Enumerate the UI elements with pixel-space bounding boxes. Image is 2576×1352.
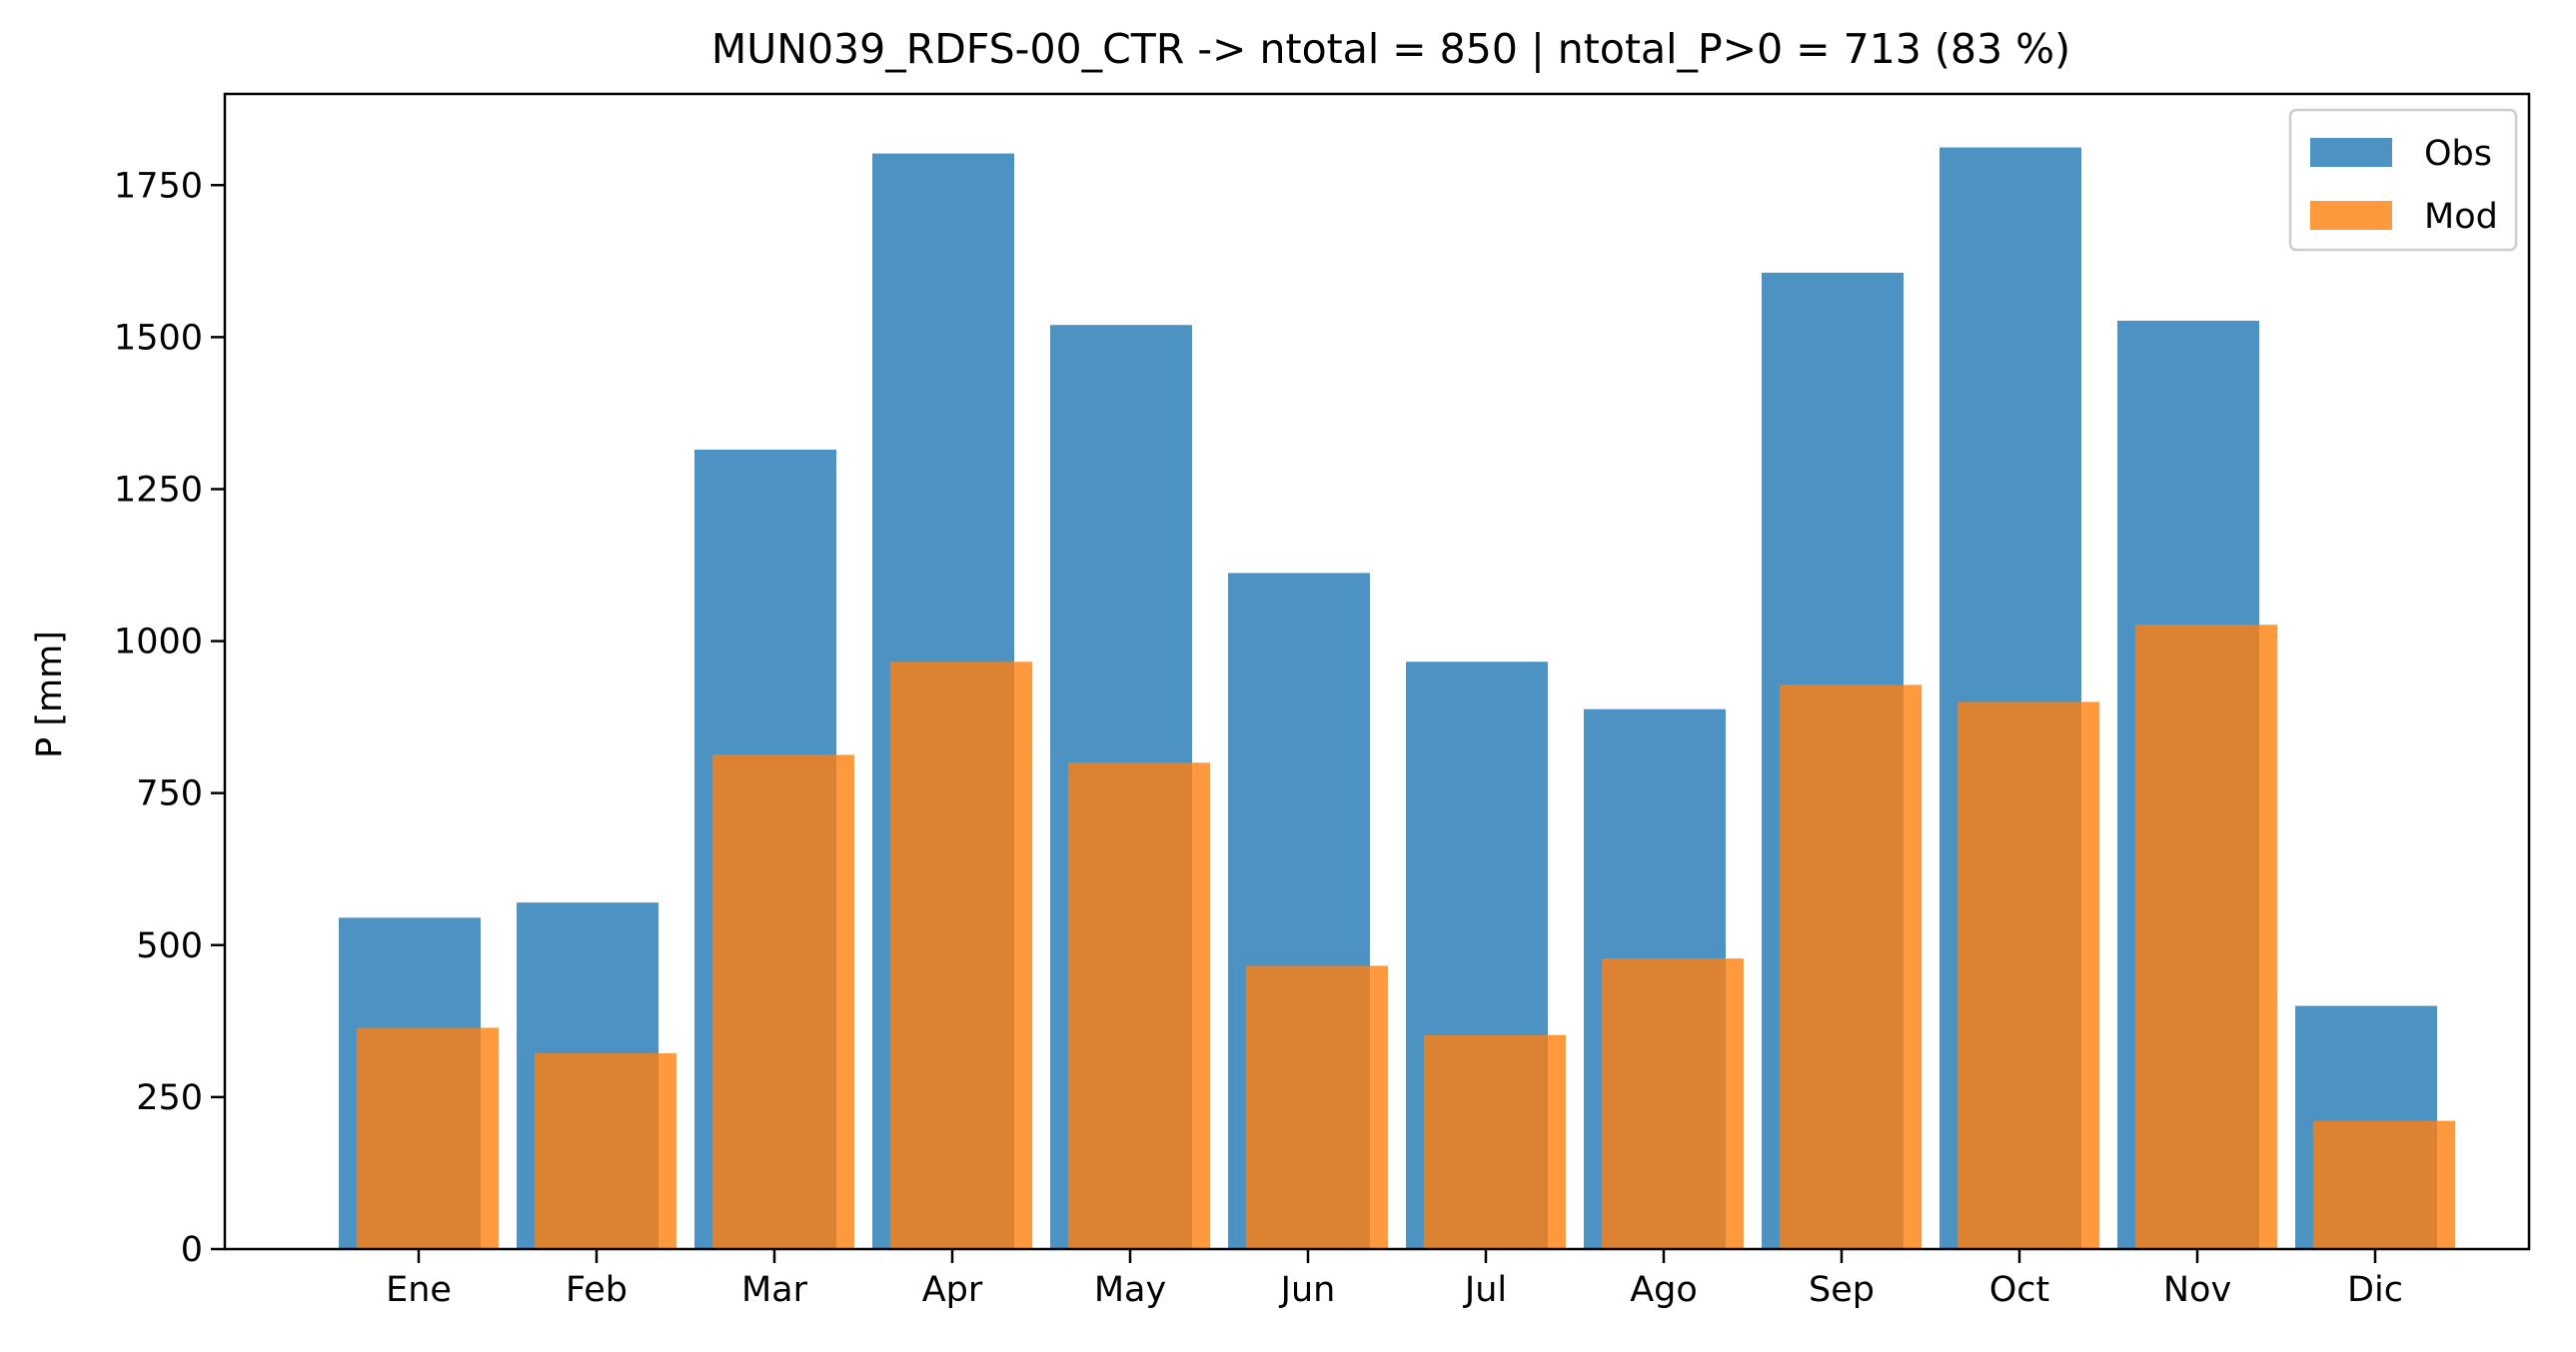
x-tick-label: Feb (566, 1270, 628, 1310)
x-tick-label: May (1094, 1270, 1166, 1310)
bar-mod-jul (1424, 1034, 1566, 1249)
x-tick-label: Dic (2347, 1270, 2403, 1310)
y-tick-label: 1750 (114, 166, 203, 206)
bar-mod-nov (2135, 625, 2277, 1249)
legend-label-mod: Mod (2424, 197, 2498, 237)
bar-mod-dic (2313, 1120, 2455, 1249)
y-tick-label: 250 (136, 1078, 203, 1118)
bar-mod-may (1068, 762, 1210, 1249)
bar-mod-ago (1602, 958, 1744, 1249)
y-tick-label: 1500 (114, 318, 203, 358)
y-axis: 0 250 500 750 1000 1250 1500 1750 (114, 166, 225, 1270)
x-tick-label: Jun (1279, 1270, 1336, 1310)
x-tick-label: Sep (1809, 1270, 1875, 1310)
bar-mod-jun (1246, 965, 1388, 1249)
legend-swatch-obs (2310, 138, 2392, 167)
bar-mod-sep (1780, 684, 1922, 1249)
legend-label-obs: Obs (2424, 134, 2492, 174)
series-mod (357, 625, 2455, 1249)
y-axis-label: P [mm] (30, 631, 70, 758)
chart-title: MUN039_RDFS-00_CTR -> ntotal = 850 | nto… (711, 25, 2070, 73)
bar-mod-oct (1957, 701, 2099, 1249)
bar-mod-mar (712, 754, 854, 1249)
x-tick-label: Ene (386, 1270, 452, 1310)
x-tick-label: Oct (1989, 1270, 2050, 1310)
bars-layer (339, 147, 2455, 1250)
x-tick-label: Ago (1630, 1270, 1698, 1310)
x-tick-label: Jul (1463, 1270, 1507, 1310)
x-tick-label: Nov (2163, 1270, 2231, 1310)
legend-swatch-mod (2310, 201, 2392, 230)
y-tick-label: 750 (136, 774, 203, 814)
bar-mod-feb (535, 1053, 676, 1249)
bar-mod-apr (890, 662, 1032, 1249)
legend: Obs Mod (2288, 108, 2518, 252)
bar-mod-ene (357, 1027, 499, 1249)
y-tick-label: 1000 (114, 623, 203, 663)
x-tick-label: Mar (741, 1270, 808, 1310)
y-tick-label: 500 (136, 926, 203, 966)
y-tick-label: 1250 (114, 470, 203, 510)
y-tick-label: 0 (181, 1230, 203, 1270)
x-tick-label: Apr (922, 1270, 983, 1310)
x-axis: Ene Feb Mar Apr May Jun Jul Ago Sep Oct Nov Dic (386, 1249, 2403, 1310)
plot-frame (223, 92, 2531, 1251)
